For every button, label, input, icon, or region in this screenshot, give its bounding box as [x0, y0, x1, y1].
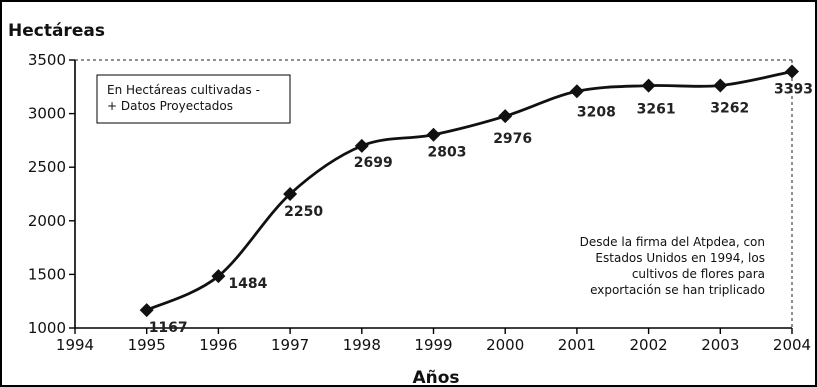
data-labels: 1167 1484 2250 2699 2803 2976 3208 3261 3262 3393 [149, 81, 813, 336]
data-point-marker [354, 138, 369, 153]
y-tick-label: 1000 [28, 319, 66, 337]
y-tick-label: 1500 [28, 265, 66, 283]
data-point-marker [569, 84, 584, 99]
x-tick-label: 2001 [558, 336, 596, 354]
data-label: 1167 [149, 320, 188, 336]
x-tick-label: 1999 [414, 336, 452, 354]
data-label: 1484 [228, 276, 267, 292]
x-axis-label: Años [412, 368, 459, 387]
data-point-marker [211, 269, 226, 284]
x-tick-label: 2004 [773, 336, 811, 354]
x-tick-label: 1997 [271, 336, 309, 354]
legend-box [96, 74, 291, 124]
y-ticks: 1000 1500 2000 2500 3000 3500 [28, 51, 75, 337]
data-point-marker [641, 78, 656, 93]
data-point-marker [785, 64, 799, 79]
y-tick-label: 3500 [28, 51, 66, 69]
data-label: 2976 [493, 131, 532, 147]
x-tick-label: 2000 [486, 336, 524, 354]
data-point-marker [713, 78, 728, 93]
annotation-line-1: Desde la firma del Atpdea, con [580, 235, 765, 249]
annotation-line-4: exportación se han triplicado [590, 283, 765, 297]
annotation: Desde la firma del Atpdea, con Estados U… [580, 235, 765, 297]
x-tick-label: 1996 [199, 336, 237, 354]
data-point-marker [139, 303, 154, 318]
series-production [139, 64, 799, 318]
data-point-marker [426, 127, 441, 142]
data-label: 3262 [710, 101, 749, 117]
legend-line-1: En Hectáreas cultivadas - [107, 83, 260, 97]
x-tick-label: 1998 [343, 336, 381, 354]
x-tick-label: 2002 [630, 336, 668, 354]
y-axis-label: Hectáreas [8, 21, 105, 41]
x-tick-label: 1995 [128, 336, 166, 354]
data-label: 2803 [428, 145, 467, 161]
y-tick-label: 2500 [28, 158, 66, 176]
data-label: 3393 [774, 81, 813, 97]
x-ticks: 1994 1995 1996 1997 1998 1999 2000 2001 2002 2003… [56, 328, 811, 354]
data-label: 2250 [284, 204, 323, 220]
data-label: 3208 [577, 104, 616, 120]
x-tick-label: 2003 [701, 336, 739, 354]
data-point-marker [283, 187, 298, 201]
legend-line-2: + Datos Proyectados [107, 99, 233, 113]
legend: En Hectáreas cultivadas - + Datos Proyec… [96, 74, 291, 124]
data-label: 3261 [637, 102, 676, 118]
y-tick-label: 3000 [28, 105, 66, 123]
x-tick-label: 1994 [56, 336, 94, 354]
data-point-marker [498, 109, 513, 124]
annotation-line-2: Estados Unidos en 1994, los [595, 251, 765, 265]
annotation-line-3: cultivos de flores para [632, 267, 765, 281]
series-line [146, 70, 793, 312]
data-label: 2699 [354, 155, 393, 171]
y-tick-label: 2000 [28, 212, 66, 230]
guide-lines [75, 59, 793, 328]
